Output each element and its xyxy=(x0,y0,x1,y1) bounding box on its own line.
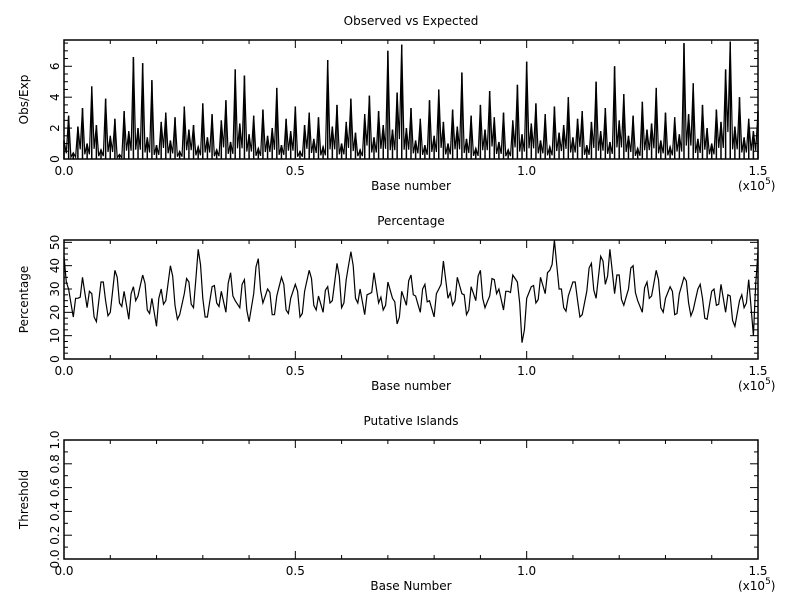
x-multiplier-close: ) xyxy=(771,379,776,393)
y-tick-label: 40 xyxy=(48,258,62,273)
chart-title: Observed vs Expected xyxy=(344,14,479,28)
x-tick-label: 1.0 xyxy=(517,564,536,578)
x-axis-label: Base number xyxy=(371,179,451,193)
x-tick-label: 1.5 xyxy=(748,564,767,578)
x-tick-label: 1.5 xyxy=(748,364,767,378)
x-multiplier-exponent: 5 xyxy=(765,377,771,387)
x-multiplier: (x105) xyxy=(738,177,775,193)
x-multiplier-close: ) xyxy=(771,179,776,193)
series-line xyxy=(63,239,759,343)
y-axis-label: Obs/Exp xyxy=(17,75,31,125)
x-tick-label: 0.0 xyxy=(54,364,73,378)
panel-1: 0.0 0.5 1.0 1.5 0 2 4 6 Observed vs Expected Base… xyxy=(17,14,775,193)
y-tick-label: 0.0 xyxy=(48,549,62,568)
x-multiplier-exponent: 5 xyxy=(765,177,771,187)
x-multiplier-exponent: 5 xyxy=(765,577,771,587)
x-tick-label: 0.5 xyxy=(286,564,305,578)
y-tick-label: 0.8 xyxy=(48,454,62,473)
x-multiplier-close: ) xyxy=(771,579,776,593)
y-tick-label: 1.0 xyxy=(48,430,62,449)
y-tick-label: 6 xyxy=(48,62,62,70)
y-tick-label: 0.2 xyxy=(48,526,62,545)
panel-2: 0.0 0.5 1.0 1.5 0 10 20 30 40 50 Percentage Base nu… xyxy=(17,214,775,393)
x-tick-label: 0.5 xyxy=(286,364,305,378)
y-tick-label: 10 xyxy=(48,328,62,343)
x-tick-label: 0.0 xyxy=(54,164,73,178)
x-axis-label: Base Number xyxy=(370,579,451,593)
plot-frame xyxy=(63,239,759,360)
y-tick-label: 0.4 xyxy=(48,502,62,521)
x-tick-label: 1.0 xyxy=(517,164,536,178)
x-tick-label: 1.0 xyxy=(517,364,536,378)
x-multiplier: (x105) xyxy=(738,377,775,393)
x-tick-label: 1.5 xyxy=(748,164,767,178)
chart-title: Putative Islands xyxy=(364,414,459,428)
y-tick-label: 2 xyxy=(48,124,62,132)
chart-title: Percentage xyxy=(377,214,445,228)
plot-frame xyxy=(63,439,759,560)
panel-3: 0.0 0.5 1.0 1.5 0.0 0.2 0.4 0.6 0.8 1.0 Putative I… xyxy=(17,414,775,593)
x-multiplier-base: (x10 xyxy=(738,379,765,393)
x-tick-label: 0.5 xyxy=(286,164,305,178)
x-multiplier: (x105) xyxy=(738,577,775,593)
x-tick-label: 0.0 xyxy=(54,564,73,578)
y-tick-label: 20 xyxy=(48,305,62,320)
y-tick-label: 4 xyxy=(48,93,62,101)
x-axis-label: Base number xyxy=(371,379,451,393)
y-axis-label: Percentage xyxy=(17,266,31,334)
y-axis-label: Threshold xyxy=(17,470,31,530)
y-tick-label: 30 xyxy=(48,281,62,296)
y-tick-label: 50 xyxy=(48,235,62,250)
x-multiplier-base: (x10 xyxy=(738,579,765,593)
y-tick-label: 0 xyxy=(48,355,62,363)
plot-frame xyxy=(63,39,759,160)
x-multiplier-base: (x10 xyxy=(738,179,765,193)
y-tick-label: 0 xyxy=(48,155,62,163)
y-tick-label: 0.6 xyxy=(48,478,62,497)
